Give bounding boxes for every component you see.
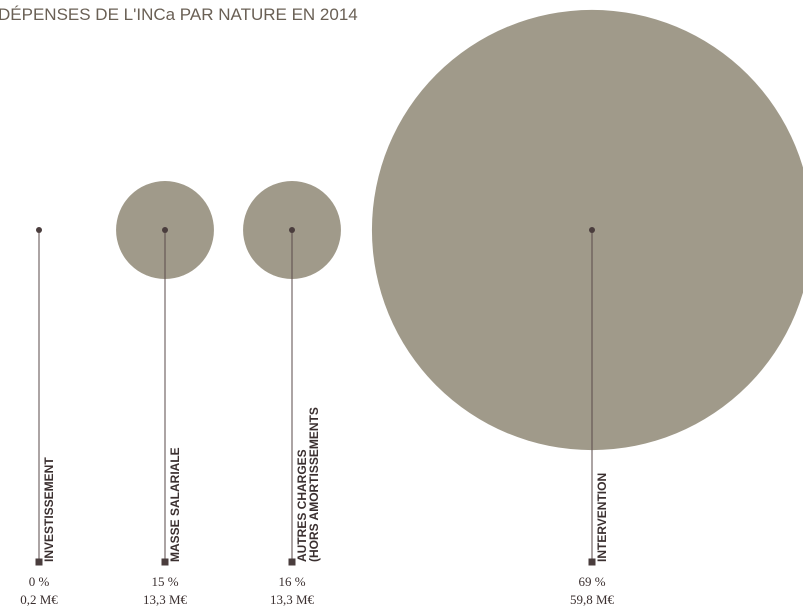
category-label: INTERVENTION <box>595 473 609 562</box>
bubble <box>372 10 803 450</box>
category-label: INVESTISSEMENT <box>42 457 56 562</box>
share-label: 16 % <box>278 574 305 589</box>
dot <box>36 227 42 233</box>
dot <box>589 227 595 233</box>
category-label: MASSE SALARIALE <box>168 447 182 562</box>
chart-title: DÉPENSES DE L'INCa PAR NATURE EN 2014 <box>0 5 358 24</box>
stem-base <box>35 558 43 566</box>
stem-base <box>588 558 596 566</box>
value-label: 13,3 M€ <box>143 592 188 607</box>
share-label: 0 % <box>29 574 50 589</box>
stem-base <box>288 558 296 566</box>
value-label: 0,2 M€ <box>20 592 58 607</box>
dot <box>162 227 168 233</box>
stem-base <box>161 558 169 566</box>
value-label: 59,8 M€ <box>570 592 615 607</box>
category-label: AUTRES CHARGES <box>295 449 309 562</box>
dot <box>289 227 295 233</box>
share-label: 15 % <box>151 574 178 589</box>
share-label: 69 % <box>578 574 605 589</box>
value-label: 13,3 M€ <box>270 592 315 607</box>
category-label: (HORS AMORTISSEMENTS <box>307 407 321 562</box>
